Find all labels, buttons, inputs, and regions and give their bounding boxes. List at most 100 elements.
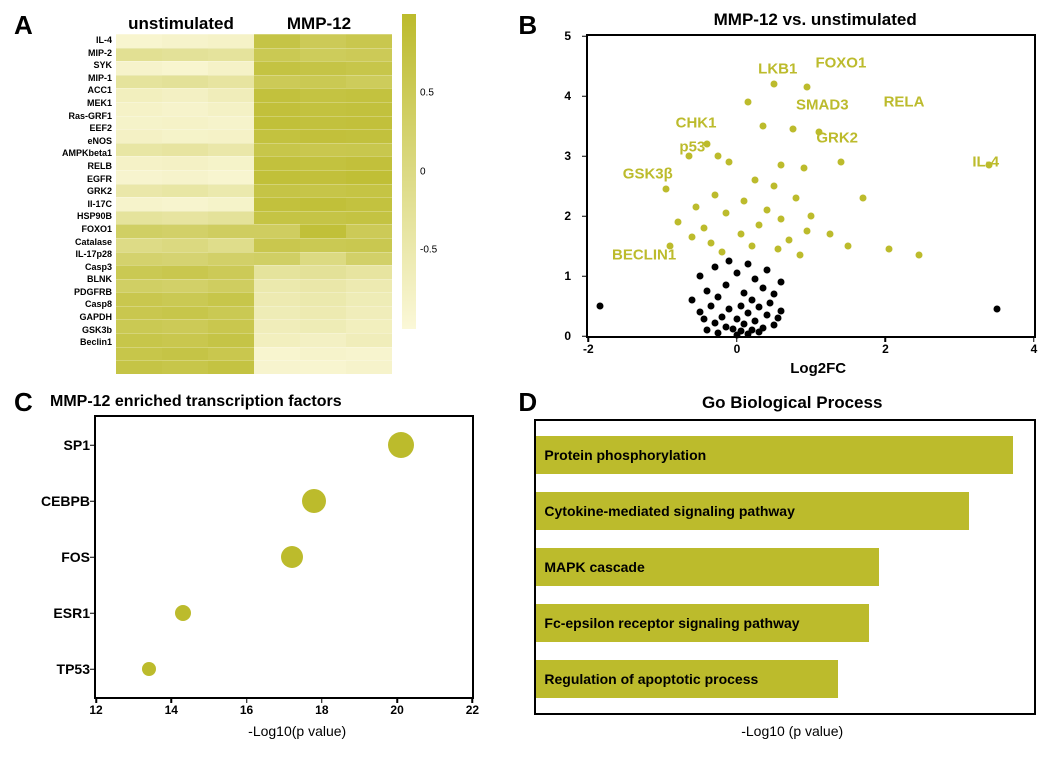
heatmap-cell — [208, 61, 254, 75]
volcano-point — [704, 288, 711, 295]
volcano-point — [763, 267, 770, 274]
axis-tick: 5 — [564, 29, 571, 43]
heatmap-row-label: EGFR — [40, 173, 112, 186]
volcano-point — [696, 309, 703, 316]
heatmap-grid — [116, 34, 392, 374]
bubble-point — [388, 432, 414, 458]
heatmap-cell — [300, 48, 346, 62]
go-bar-label: Fc-epsilon receptor signaling pathway — [544, 615, 799, 631]
figure-grid: A unstimulatedMMP-12 IL-4MIP-2SYKMIP-1AC… — [10, 10, 1040, 739]
volcano-point — [756, 329, 763, 336]
heatmap-row-label: Ras-GRF1 — [40, 110, 112, 123]
heatmap-cell — [346, 102, 392, 116]
heatmap-cell — [116, 156, 162, 170]
volcano-annotation: CHK1 — [676, 115, 717, 132]
d-title: Go Biological Process — [534, 393, 1050, 413]
heatmap-row-label: SYK — [40, 59, 112, 72]
volcano-point — [915, 252, 922, 259]
volcano-point — [771, 81, 778, 88]
volcano-point — [756, 304, 763, 311]
volcano-point — [745, 261, 752, 268]
heatmap-cell — [208, 360, 254, 374]
heatmap-row-label: IL-17p28 — [40, 248, 112, 261]
heatmap-row-label: HSP90B — [40, 210, 112, 223]
heatmap-cell — [116, 197, 162, 211]
heatmap-row-label: Catalase — [40, 236, 112, 249]
heatmap-cell — [208, 197, 254, 211]
volcano-annotation: SMAD3 — [796, 97, 849, 114]
volcano-title: MMP-12 vs. unstimulated — [580, 10, 1050, 30]
heatmap-cell — [208, 265, 254, 279]
volcano-point — [752, 318, 759, 325]
heatmap-cell — [300, 156, 346, 170]
volcano-point — [689, 234, 696, 241]
volcano-point — [793, 195, 800, 202]
heatmap-cell — [300, 292, 346, 306]
volcano-point — [741, 321, 748, 328]
bubble-xlabel: -Log10(p value) — [90, 723, 504, 739]
heatmap-cell — [300, 143, 346, 157]
panel-b-label: B — [518, 10, 537, 41]
heatmap-row-label: FOXO1 — [40, 223, 112, 236]
heatmap-cell — [346, 143, 392, 157]
volcano-point — [993, 306, 1000, 313]
heatmap-row-label: BLNK — [40, 273, 112, 286]
heatmap-cell — [208, 238, 254, 252]
heatmap-cell — [162, 88, 208, 102]
panel-a-label: A — [14, 10, 33, 41]
heatmap-cell — [116, 61, 162, 75]
volcano-point — [748, 297, 755, 304]
go-bar-row: MAPK cascade — [536, 546, 1034, 588]
heatmap-cell — [346, 156, 392, 170]
volcano-point — [722, 324, 729, 331]
volcano-point — [759, 123, 766, 130]
heatmap-cell — [346, 252, 392, 266]
volcano-point — [700, 225, 707, 232]
heatmap-cell — [254, 252, 300, 266]
volcano-point — [774, 246, 781, 253]
volcano-point — [778, 216, 785, 223]
panel-c-label: C — [14, 387, 33, 418]
volcano-point — [752, 276, 759, 283]
volcano-annotation: FOXO1 — [815, 55, 866, 72]
heatmap-cell — [208, 129, 254, 143]
axis-tick: -2 — [583, 342, 594, 356]
heatmap-cell — [116, 184, 162, 198]
axis-tick: 22 — [466, 703, 479, 717]
heatmap-cell — [346, 88, 392, 102]
go-bar-row: Regulation of apoptotic process — [536, 658, 1034, 700]
volcano-point — [715, 294, 722, 301]
heatmap-cell — [162, 292, 208, 306]
heatmap-cell — [300, 347, 346, 361]
volcano-point — [860, 195, 867, 202]
heatmap-cell — [300, 75, 346, 89]
volcano-point — [707, 240, 714, 247]
volcano-point — [715, 330, 722, 337]
heatmap-cell — [300, 129, 346, 143]
heatmap-cell — [254, 292, 300, 306]
heatmap-cell — [208, 170, 254, 184]
volcano-point — [726, 159, 733, 166]
axis-tick: 3 — [564, 149, 571, 163]
heatmap-cell — [116, 360, 162, 374]
volcano-point — [719, 313, 726, 320]
bubble-category-label: SP1 — [40, 437, 90, 453]
colorbar-tick: 0.5 — [420, 87, 434, 98]
heatmap-cell — [254, 170, 300, 184]
volcano-point — [722, 282, 729, 289]
bubble-category-label: TP53 — [40, 661, 90, 677]
volcano-point — [763, 207, 770, 214]
heatmap-cell — [300, 265, 346, 279]
heatmap-cell — [300, 184, 346, 198]
heatmap-cell — [300, 116, 346, 130]
heatmap-cell — [162, 184, 208, 198]
volcano-point — [789, 126, 796, 133]
volcano-point — [741, 198, 748, 205]
heatmap-cell — [208, 88, 254, 102]
heatmap-cell — [116, 75, 162, 89]
heatmap-cell — [346, 319, 392, 333]
heatmap-cell — [300, 333, 346, 347]
heatmap-cell — [254, 143, 300, 157]
heatmap-cell — [300, 34, 346, 48]
volcano-point — [845, 243, 852, 250]
